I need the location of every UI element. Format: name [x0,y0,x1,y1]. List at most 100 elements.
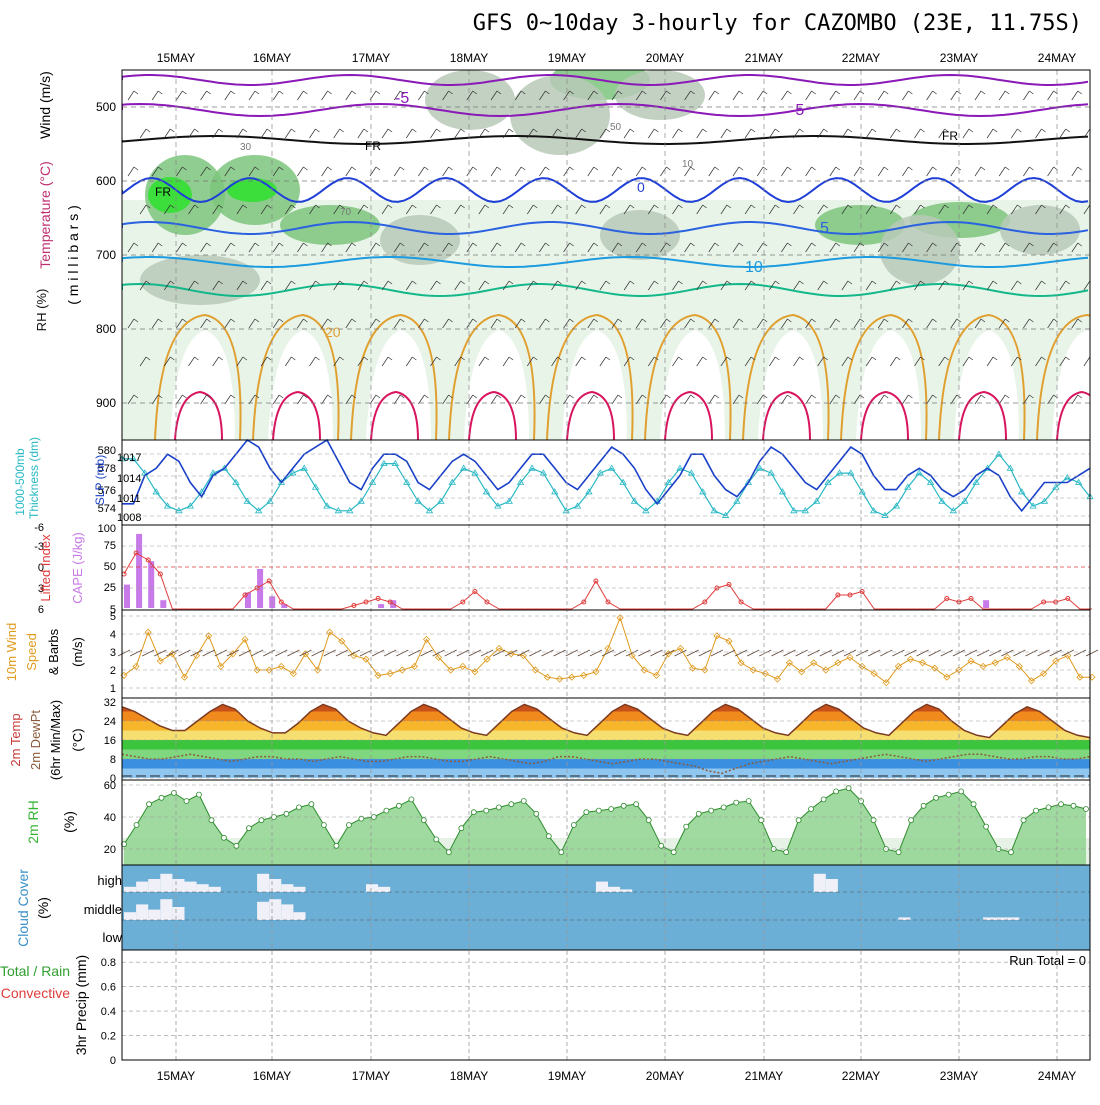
wind-barb-flag [472,242,478,247]
wind-barb [829,318,837,329]
wind-barb [164,356,171,367]
wind-barb-flag [896,128,901,133]
wind-barb-flag [520,394,526,399]
wind-barb [551,280,558,291]
wind-barb-flag [1029,242,1034,247]
wind-barb [756,166,764,177]
wind-barb [224,90,232,101]
wind-barb [297,394,304,405]
wind-barb-flag [944,204,949,209]
thickness-point [630,497,639,504]
temp-tick: 32 [104,697,116,709]
wind-speed-point [604,644,612,652]
wind-barb-flag [133,242,139,247]
date-label-top: 16MAY [253,51,291,65]
wind-barb-flag [133,394,139,399]
wind-barb [1011,128,1018,139]
wind-barb-flag [908,242,913,247]
wind-barb-10m [1073,649,1087,657]
wind-barb-flag [557,280,562,285]
wind-speed-point [180,673,189,681]
wind-barb [660,242,667,253]
wind-barb [406,204,413,215]
wind-barb-flag [666,90,671,95]
wind-barb-10m [505,649,518,657]
contour-20 [644,313,732,440]
cloud-level: middle [84,902,122,917]
wind-barb-10m [613,649,627,657]
wind-tick: 4 [110,629,116,641]
contour-25 [370,390,419,440]
label-precip-2: Convective [1,985,70,1001]
rh-blob [880,215,960,285]
wind-barb [914,128,921,139]
wind-barb [1023,166,1030,177]
cloud-high-bar [196,884,209,892]
thickness-point [380,459,388,467]
thickness-point [300,464,308,471]
wind-barb [333,356,340,367]
wind-barb-flag [351,166,357,171]
wind-barb [333,280,340,291]
wind-barb [877,318,885,329]
wind-barb-flag [835,394,841,399]
wind-speed-point [1015,662,1023,670]
wind-barb [1071,166,1079,177]
thickness-point [1029,502,1037,509]
wind-speed-point [677,644,685,652]
rh-point [870,817,877,824]
wind-barb-flag [593,394,599,399]
wind-barb-flag [157,166,163,171]
contour-25 [174,390,223,440]
cloud-middle-bar [1007,917,1020,920]
wind-barb [563,166,570,177]
wind-barb-flag [883,166,889,171]
wind-barb-flag [230,394,236,399]
rh-point [495,804,502,811]
wind-barb [406,356,413,367]
wind-barb-10m [1061,649,1074,657]
wind-barb [599,280,607,291]
label-rh70: 70 [340,207,352,218]
lifted-index-point [278,599,284,605]
wind-barb [684,318,691,329]
wind-barb-flag [278,166,284,171]
thickness-point [311,483,320,490]
rh-point [1045,804,1052,811]
thickness-point [983,464,992,471]
wind-barb-flag [714,242,720,247]
label-rh-upper: RH (%) [34,289,49,332]
wind-barb-flag [629,356,635,361]
wind-barb [623,280,631,291]
wind-barb-flag [375,394,381,399]
wind-speed-point [931,664,939,672]
wind-barb-flag [339,128,344,133]
wind-barb-flag [605,280,611,285]
wind-barb [502,204,510,215]
wind-barb-flag [496,318,502,323]
wind-barb-flag [194,280,199,285]
wind-barb [490,90,498,101]
wind-speed-point [882,679,890,687]
wind-barb-10m [1085,649,1099,657]
wind-barb-10m [178,649,191,657]
wind-barb-flag [617,318,623,323]
wind-barb [853,90,861,101]
wind-speed-point [447,666,455,674]
wind-barb-flag [157,394,163,399]
cape-tick: 25 [104,582,116,594]
rh-tick: 20 [104,844,116,856]
wind-speed-point [640,666,648,674]
wind-barb [902,90,909,101]
wind-barb-10m [771,649,784,657]
wind-speed-point [785,659,794,667]
li-tick: 0 [38,562,44,574]
wind-barb-10m [819,649,832,657]
wind-barb [950,90,958,101]
wind-barb [514,318,522,329]
wind-barb [151,318,159,329]
wind-barb-flag [1041,280,1046,285]
cape-tick: 50 [104,561,116,573]
thickness-point [619,478,627,485]
wind-barb [478,280,486,291]
